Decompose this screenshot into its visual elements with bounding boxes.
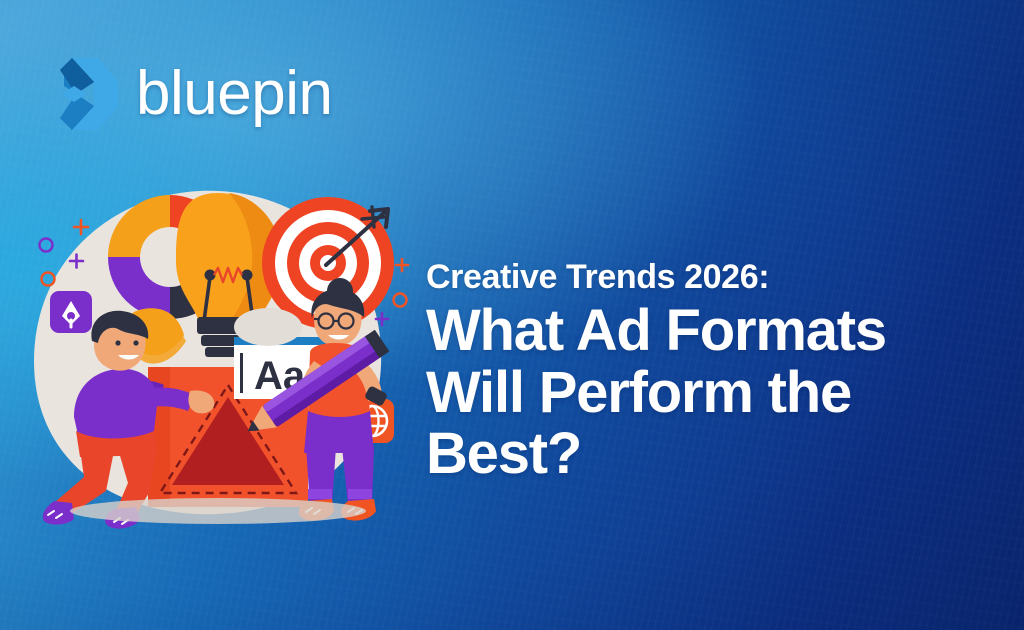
pencil (247, 329, 390, 432)
decorative-dots-left (38, 218, 90, 287)
pen-tool-badge (50, 291, 92, 333)
headline-line-1: What Ad Formats (426, 298, 887, 364)
grey-pill-shape (234, 308, 302, 346)
brand-wordmark: bluepin (136, 59, 333, 128)
headline-eyebrow: Creative Trends 2026: (426, 258, 770, 296)
headline-block: Creative Trends 2026: What Ad Formats Wi… (426, 258, 986, 484)
brand-logo[interactable]: bluepin (58, 56, 333, 132)
creative-team-illustration: Aa (18, 185, 438, 529)
headline-line-2: Will Perform the (426, 359, 852, 425)
female-character (247, 278, 390, 521)
arrow-icon (324, 205, 390, 267)
chevron-arrow-logo-icon (60, 58, 118, 130)
ground-shadow (70, 498, 366, 524)
male-character (42, 310, 215, 529)
headline-line-3: Best? (426, 421, 582, 487)
